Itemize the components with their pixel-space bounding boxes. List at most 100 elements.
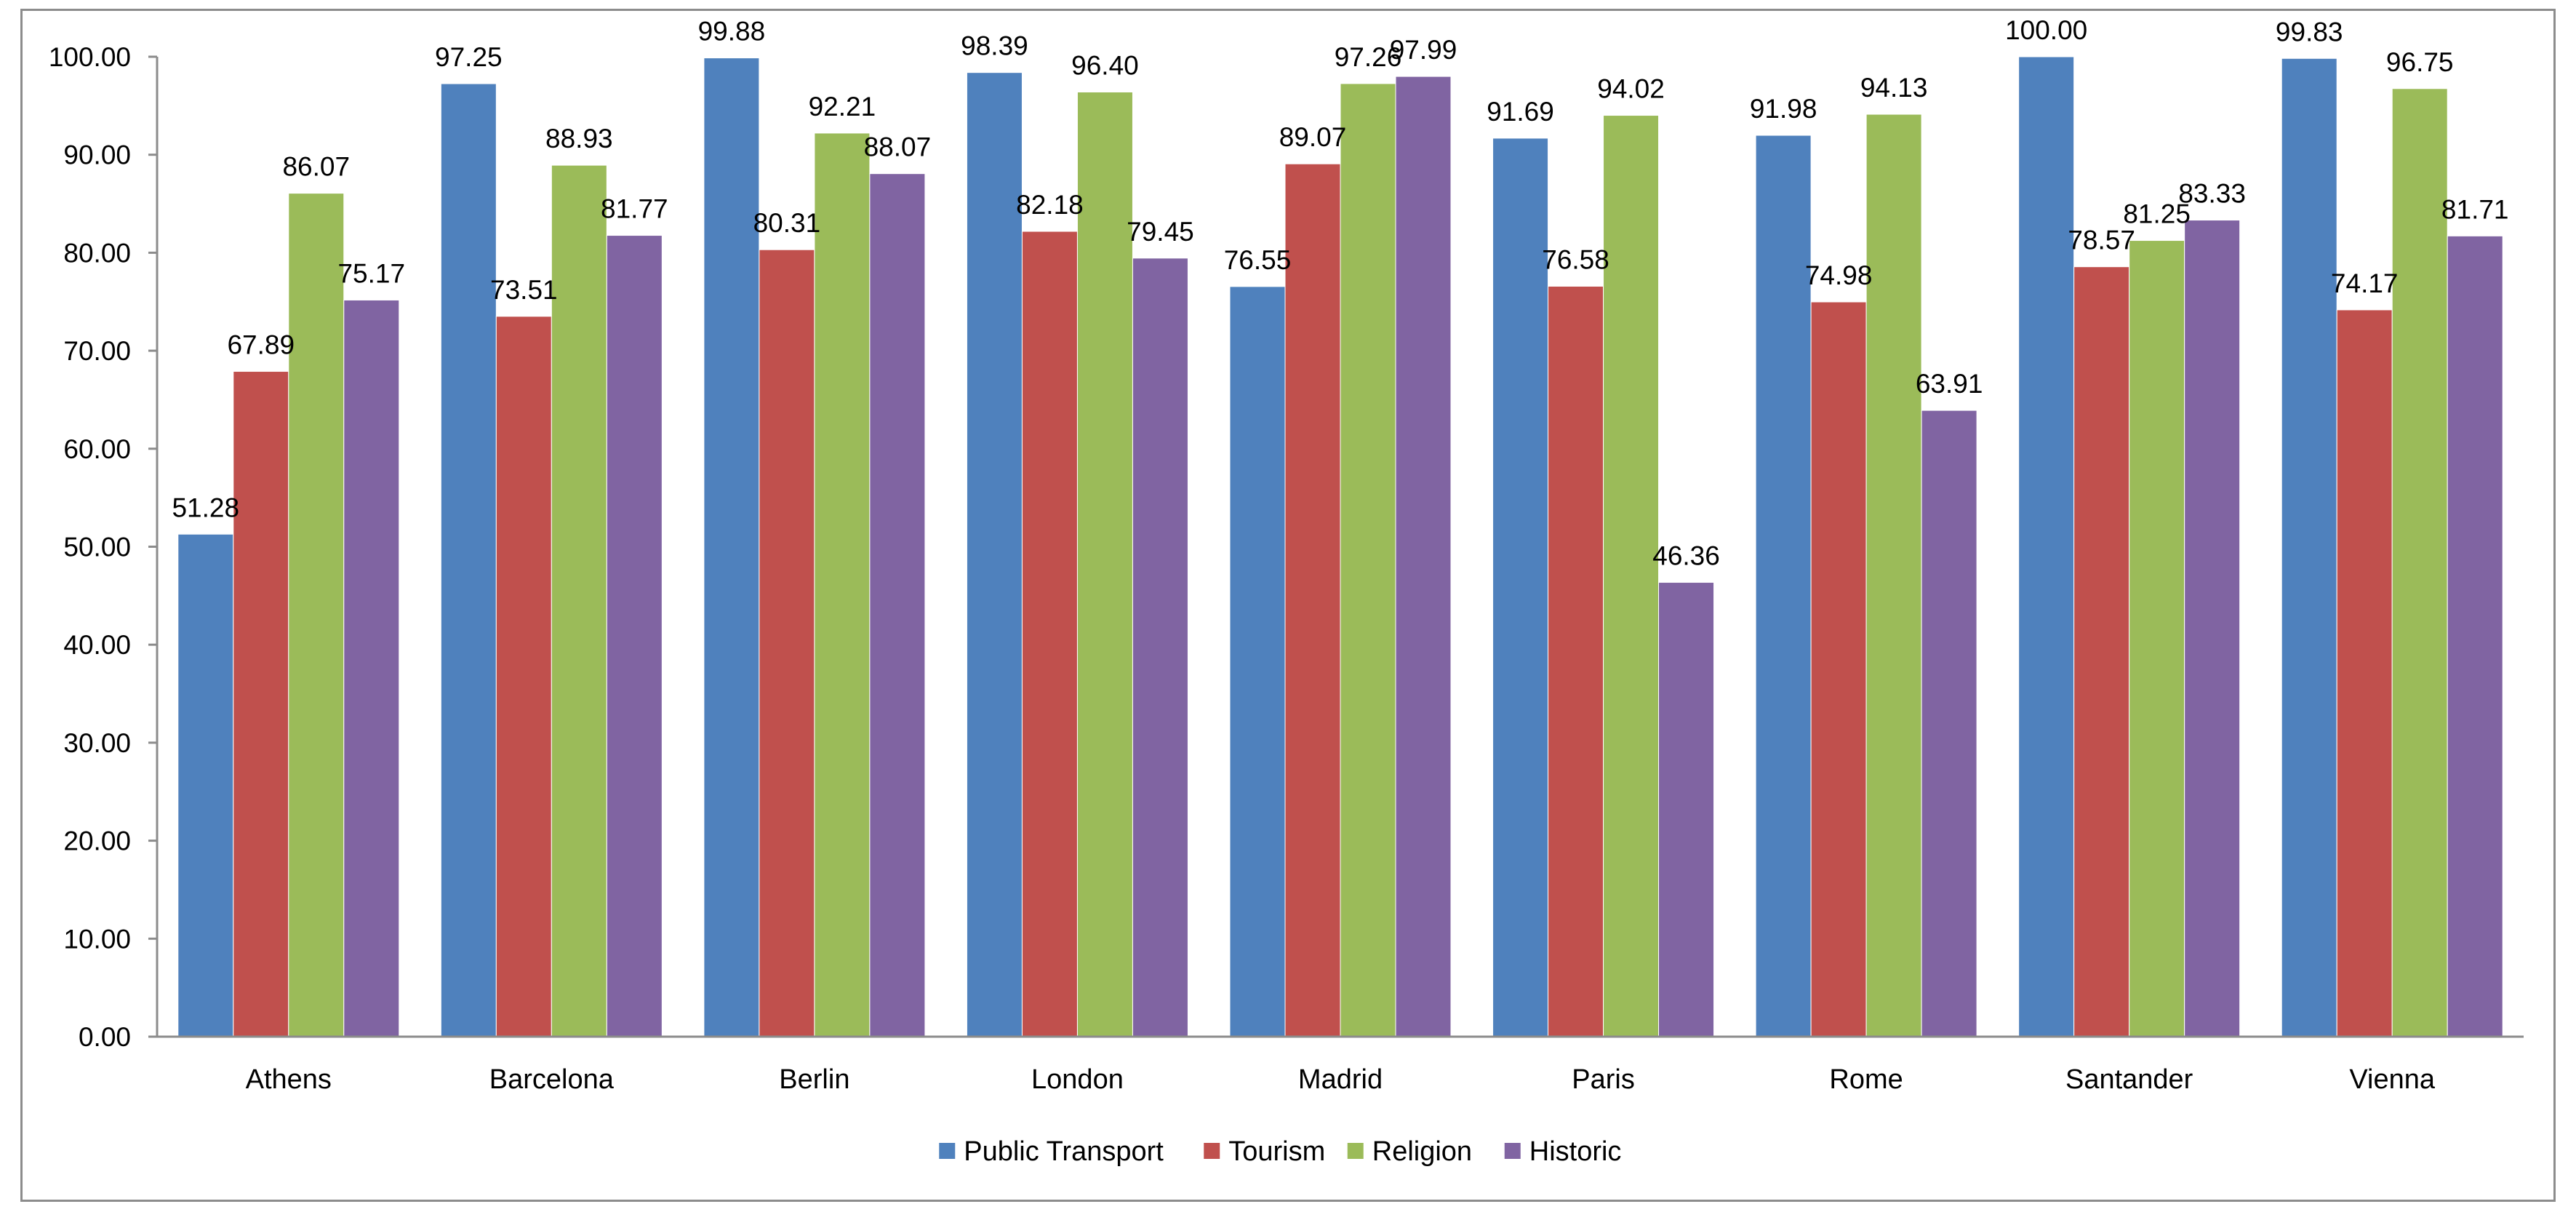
legend-item-tourism[interactable]: Tourism bbox=[1204, 1136, 1325, 1167]
category-label-rome: Rome bbox=[1829, 1064, 1903, 1095]
bar-religion-vienna[interactable] bbox=[2391, 88, 2448, 1037]
data-label-historic-rome: 63.91 bbox=[1916, 369, 1983, 399]
bar-religion-madrid[interactable] bbox=[1340, 83, 1396, 1037]
bar-religion-athens[interactable] bbox=[288, 193, 345, 1037]
data-label-religion-rome: 94.13 bbox=[1860, 73, 1928, 103]
y-tick-label: 100.00 bbox=[49, 42, 131, 72]
bar-tourism-paris[interactable] bbox=[1548, 285, 1604, 1037]
data-label-religion-berlin: 92.21 bbox=[809, 92, 876, 121]
data-label-tourism-santander: 78.57 bbox=[2068, 226, 2135, 255]
data-label-historic-london: 79.45 bbox=[1127, 217, 1194, 247]
data-label-public-transport-barcelona: 97.25 bbox=[435, 42, 503, 72]
bar-historic-santander[interactable] bbox=[2184, 220, 2241, 1037]
bar-public-transport-rome[interactable] bbox=[1755, 135, 1812, 1037]
legend-swatch-historic bbox=[1504, 1143, 1521, 1159]
data-label-historic-barcelona: 81.77 bbox=[601, 194, 668, 224]
data-label-religion-santander: 81.25 bbox=[2123, 199, 2191, 229]
data-label-historic-madrid: 97.99 bbox=[1390, 35, 1457, 65]
data-label-tourism-barcelona: 73.51 bbox=[490, 275, 558, 305]
category-label-london: London bbox=[1031, 1064, 1124, 1095]
data-label-public-transport-santander: 100.00 bbox=[2005, 15, 2087, 45]
data-label-religion-athens: 86.07 bbox=[282, 152, 350, 182]
bar-public-transport-athens[interactable] bbox=[177, 533, 234, 1037]
bar-religion-rome[interactable] bbox=[1865, 113, 1922, 1037]
bar-tourism-santander[interactable] bbox=[2073, 266, 2130, 1037]
data-label-public-transport-rome: 91.98 bbox=[1750, 94, 1817, 124]
bar-historic-berlin[interactable] bbox=[869, 173, 926, 1037]
legend-item-public-transport[interactable]: Public Transport bbox=[939, 1136, 1164, 1167]
y-tick-label: 80.00 bbox=[63, 238, 131, 268]
bar-public-transport-paris[interactable] bbox=[1492, 137, 1549, 1037]
data-label-religion-london: 96.40 bbox=[1071, 50, 1139, 80]
bar-religion-paris[interactable] bbox=[1603, 115, 1660, 1037]
legend-item-religion[interactable]: Religion bbox=[1347, 1136, 1472, 1167]
bar-religion-london[interactable] bbox=[1076, 91, 1133, 1037]
legend-swatch-tourism bbox=[1204, 1143, 1220, 1159]
y-tick-label: 20.00 bbox=[63, 826, 131, 856]
category-label-barcelona: Barcelona bbox=[489, 1064, 615, 1095]
bar-historic-paris[interactable] bbox=[1658, 582, 1715, 1037]
bar-public-transport-berlin[interactable] bbox=[703, 57, 760, 1037]
data-label-historic-athens: 75.17 bbox=[337, 258, 405, 288]
axes bbox=[148, 57, 2524, 1038]
data-label-tourism-london: 82.18 bbox=[1016, 190, 1084, 220]
data-label-historic-santander: 83.33 bbox=[2178, 179, 2246, 209]
category-label-vienna: Vienna bbox=[2349, 1064, 2436, 1095]
y-tick-label: 10.00 bbox=[63, 924, 131, 954]
bar-public-transport-vienna[interactable] bbox=[2281, 57, 2337, 1037]
category-label-madrid: Madrid bbox=[1298, 1064, 1383, 1095]
bar-religion-santander[interactable] bbox=[2129, 240, 2185, 1037]
bar-public-transport-barcelona[interactable] bbox=[440, 83, 497, 1037]
bar-public-transport-madrid[interactable] bbox=[1229, 286, 1286, 1037]
category-label-athens: Athens bbox=[246, 1064, 332, 1095]
data-label-religion-madrid: 97.26 bbox=[1335, 42, 1402, 72]
legend-label-religion: Religion bbox=[1372, 1136, 1472, 1167]
bar-historic-athens[interactable] bbox=[343, 299, 400, 1037]
bar-tourism-london[interactable] bbox=[1021, 231, 1078, 1037]
category-label-berlin: Berlin bbox=[779, 1064, 849, 1095]
category-label-santander: Santander bbox=[2065, 1064, 2193, 1095]
data-label-historic-vienna: 81.71 bbox=[2441, 194, 2509, 224]
data-label-historic-berlin: 88.07 bbox=[864, 132, 932, 162]
data-label-tourism-rome: 74.98 bbox=[1805, 260, 1873, 290]
y-tick-label: 60.00 bbox=[63, 434, 131, 464]
bar-tourism-berlin[interactable] bbox=[759, 249, 815, 1037]
legend-item-historic[interactable]: Historic bbox=[1504, 1136, 1622, 1167]
data-label-tourism-madrid: 89.07 bbox=[1279, 122, 1347, 152]
bar-historic-madrid[interactable] bbox=[1395, 76, 1452, 1037]
data-label-public-transport-london: 98.39 bbox=[961, 31, 1028, 61]
data-label-tourism-paris: 76.58 bbox=[1542, 244, 1609, 274]
legend-swatch-public-transport bbox=[939, 1143, 956, 1159]
bar-historic-barcelona[interactable] bbox=[606, 235, 663, 1037]
legend-swatch-religion bbox=[1347, 1143, 1364, 1159]
bar-public-transport-london[interactable] bbox=[966, 72, 1023, 1037]
bar-religion-berlin[interactable] bbox=[814, 132, 871, 1037]
legend[interactable]: Public Transport Tourism Religion Historic bbox=[939, 1136, 1621, 1167]
category-label-paris: Paris bbox=[1572, 1064, 1635, 1095]
bar-historic-vienna[interactable] bbox=[2447, 235, 2503, 1037]
y-tick-label: 30.00 bbox=[63, 728, 131, 758]
bar-public-transport-santander[interactable] bbox=[2018, 56, 2075, 1037]
y-tick-label: 0.00 bbox=[79, 1022, 131, 1052]
bar-tourism-rome[interactable] bbox=[1810, 301, 1867, 1037]
bar-tourism-barcelona[interactable] bbox=[495, 316, 552, 1037]
bar-historic-rome[interactable] bbox=[1921, 410, 1977, 1037]
data-label-public-transport-vienna: 99.83 bbox=[2276, 17, 2343, 47]
data-label-public-transport-berlin: 99.88 bbox=[698, 17, 766, 47]
x-axis-category-labels: Athens Barcelona Berlin London Madrid Paris Ro… bbox=[246, 1064, 2436, 1095]
bar-religion-barcelona[interactable] bbox=[551, 164, 607, 1037]
legend-label-public-transport: Public Transport bbox=[964, 1136, 1164, 1167]
bar-tourism-madrid[interactable] bbox=[1284, 163, 1341, 1037]
bar-historic-london[interactable] bbox=[1132, 258, 1188, 1037]
data-label-public-transport-athens: 51.28 bbox=[172, 493, 239, 522]
data-label-tourism-berlin: 80.31 bbox=[753, 208, 821, 238]
bar-series bbox=[177, 56, 2503, 1037]
data-label-historic-paris: 46.36 bbox=[1652, 541, 1720, 571]
bar-tourism-athens[interactable] bbox=[233, 371, 289, 1037]
y-axis-ticks: 0.00 10.00 20.00 30.00 40.00 50.00 60.00 70.00 8… bbox=[49, 42, 157, 1052]
data-label-religion-barcelona: 88.93 bbox=[545, 124, 613, 154]
y-tick-label: 70.00 bbox=[63, 336, 131, 366]
bar-tourism-vienna[interactable] bbox=[2336, 309, 2393, 1037]
legend-label-historic: Historic bbox=[1529, 1136, 1622, 1167]
